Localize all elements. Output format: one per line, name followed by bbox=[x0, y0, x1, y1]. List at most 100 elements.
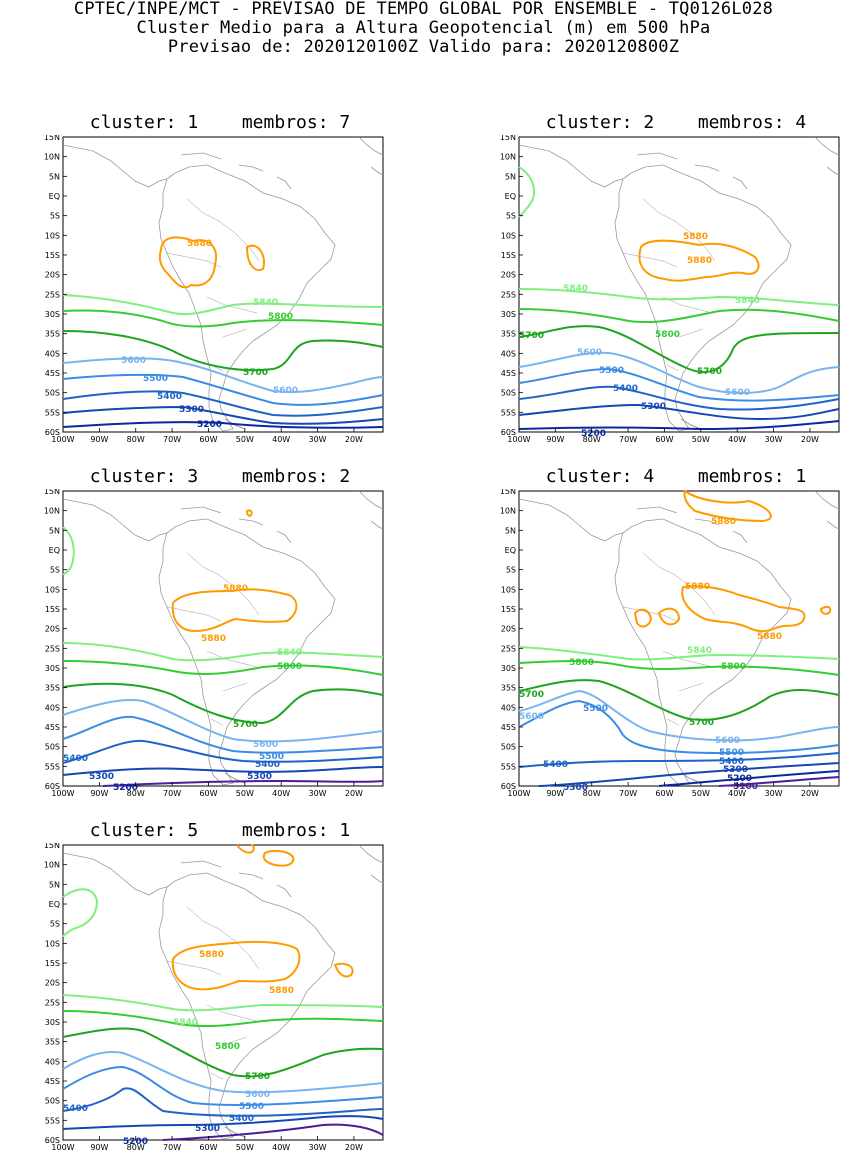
contour-label: 5800 bbox=[721, 662, 746, 672]
lat-tick-label: 35S bbox=[501, 684, 516, 693]
contour-5200 bbox=[518, 420, 840, 431]
panel-title: cluster: 2 membros: 4 bbox=[481, 113, 847, 133]
panel-cluster-1: cluster: 1 membros: 7 5880 bbox=[25, 112, 415, 444]
members-count: 2 bbox=[339, 466, 351, 487]
lat-tick-label: 10N bbox=[44, 861, 60, 870]
contour-5880 bbox=[657, 607, 681, 626]
panel-title: cluster: 3 membros: 2 bbox=[25, 467, 415, 487]
lon-tick-label: 60W bbox=[199, 1143, 217, 1152]
contour-5880 bbox=[171, 588, 298, 633]
lat-tick-label: 15S bbox=[45, 605, 60, 614]
contour-label: 5700 bbox=[233, 720, 258, 730]
lat-tick-label: 20S bbox=[501, 271, 516, 280]
contour-label: 5700 bbox=[697, 367, 722, 377]
lat-tick-label: 30S bbox=[501, 310, 516, 319]
contour-5600 bbox=[62, 1051, 384, 1094]
contour-label: 5500 bbox=[599, 366, 624, 376]
lat-tick-label: 20S bbox=[45, 979, 60, 988]
lat-tick-label: 40S bbox=[45, 1057, 60, 1066]
contour-label: 5500 bbox=[143, 374, 168, 384]
lon-tick-label: 70W bbox=[163, 1143, 181, 1152]
lat-tick-label: 25S bbox=[45, 998, 60, 1007]
lat-tick-label: 15S bbox=[501, 605, 516, 614]
contour-5840 bbox=[518, 166, 535, 218]
map-panel-2: 5880 5880 5840 5840 5800 5700 5700 5600 … bbox=[500, 135, 840, 444]
contour-label: 5300 bbox=[195, 1124, 220, 1134]
lat-tick-label: 50S bbox=[45, 743, 60, 752]
header-line-3: Previsao de: 2020120100Z Valido para: 20… bbox=[167, 37, 680, 57]
lat-tick-label: 60S bbox=[501, 782, 516, 791]
contour-5880 bbox=[683, 489, 772, 523]
lon-tick-label: 70W bbox=[619, 789, 637, 798]
contour-5840 bbox=[62, 888, 99, 938]
lat-tick-label: 20S bbox=[45, 625, 60, 634]
lon-tick-label: 20W bbox=[801, 789, 819, 798]
lat-tick-label: 40S bbox=[501, 703, 516, 712]
lon-tick-label: 90W bbox=[90, 435, 108, 444]
contour-label: 5880 bbox=[269, 986, 294, 996]
lon-tick-label: 50W bbox=[692, 435, 710, 444]
lon-tick-label: 20W bbox=[345, 1143, 363, 1152]
lat-tick-label: 25S bbox=[45, 290, 60, 299]
contour-label: 5300 bbox=[563, 783, 588, 793]
contour-5840 bbox=[518, 288, 840, 306]
lat-tick-label: EQ bbox=[49, 900, 60, 909]
cluster-label: cluster: bbox=[89, 112, 177, 133]
lat-tick-label: 10N bbox=[44, 153, 60, 162]
lat-tick-label: EQ bbox=[505, 192, 516, 201]
contour-label: 5500 bbox=[239, 1102, 264, 1112]
lat-tick-label: EQ bbox=[49, 546, 60, 555]
contour-5400 bbox=[62, 739, 384, 764]
contour-label: 5800 bbox=[569, 658, 594, 668]
contour-label: 5300 bbox=[723, 765, 748, 775]
lat-tick-label: 25S bbox=[45, 644, 60, 653]
contour-5600 bbox=[518, 351, 840, 394]
contour-5300 bbox=[62, 1115, 384, 1130]
lat-tick-label: 55S bbox=[501, 408, 516, 417]
contour-label: 5700 bbox=[689, 718, 714, 728]
panel-cluster-3: cluster: 3 membros: 2 5880 bbox=[25, 467, 415, 798]
lon-tick-label: 40W bbox=[272, 789, 290, 798]
cluster-number: 2 bbox=[643, 112, 655, 133]
contour-label: 5400 bbox=[63, 1104, 88, 1114]
contour-label: 5700 bbox=[519, 331, 544, 341]
contour-5400 bbox=[62, 390, 384, 417]
contour-5300 bbox=[538, 762, 840, 787]
lat-tick-label: 15S bbox=[45, 959, 60, 968]
contour-label: 5800 bbox=[215, 1042, 240, 1052]
contour-5100 bbox=[718, 776, 840, 787]
contour-label: 5840 bbox=[735, 296, 760, 306]
lat-tick-label: 25S bbox=[501, 644, 516, 653]
lat-tick-label: 40S bbox=[45, 349, 60, 358]
lon-tick-label: 70W bbox=[163, 789, 181, 798]
lon-tick-label: 40W bbox=[728, 789, 746, 798]
contour-label: 5200 bbox=[113, 783, 138, 793]
contour-label: 5880 bbox=[757, 632, 782, 642]
lon-tick-label: 30W bbox=[308, 789, 326, 798]
contour-5880 bbox=[245, 509, 253, 517]
lat-tick-label: 30S bbox=[45, 1018, 60, 1027]
lon-tick-label: 20W bbox=[345, 435, 363, 444]
contour-label: 5800 bbox=[277, 662, 302, 672]
lon-tick-label: 60W bbox=[655, 435, 673, 444]
contour-label: 5500 bbox=[719, 748, 744, 758]
lat-tick-label: 5N bbox=[505, 172, 516, 181]
lon-tick-label: 80W bbox=[127, 789, 145, 798]
contour-label: 5500 bbox=[259, 752, 284, 762]
lat-tick-label: 55S bbox=[45, 1116, 60, 1125]
lat-tick-label: 10N bbox=[44, 507, 60, 516]
lat-tick-label: 5N bbox=[49, 526, 60, 535]
contour-label: 5400 bbox=[255, 760, 280, 770]
lat-tick-label: 55S bbox=[501, 762, 516, 771]
lat-tick-label: 15N bbox=[44, 489, 60, 496]
contour-5400 bbox=[518, 752, 840, 768]
contour-label: 5840 bbox=[563, 284, 588, 294]
lat-tick-label: 25S bbox=[501, 290, 516, 299]
lat-tick-label: 5N bbox=[49, 172, 60, 181]
lat-tick-label: 15S bbox=[45, 251, 60, 260]
lon-tick-label: 80W bbox=[583, 435, 601, 444]
contour-5880 bbox=[633, 608, 653, 628]
contour-label: 5700 bbox=[245, 1072, 270, 1082]
contour-5600 bbox=[518, 689, 840, 742]
map-frame bbox=[62, 136, 384, 433]
